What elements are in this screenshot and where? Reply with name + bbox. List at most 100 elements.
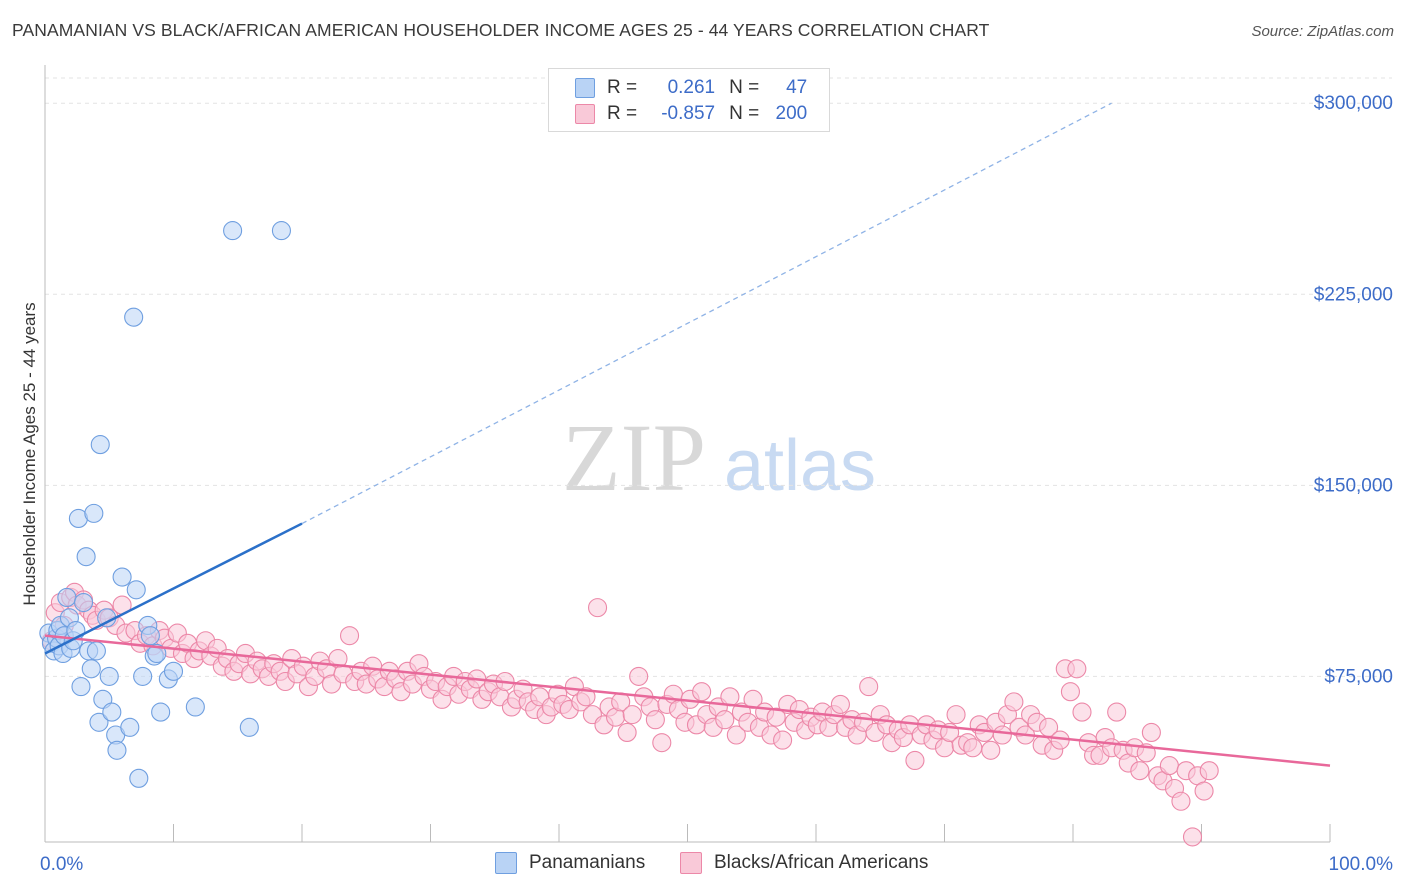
y-tick-label: $300,000 — [1314, 93, 1393, 114]
data-point-panamanians — [90, 435, 110, 455]
data-point-blacks-african-americans — [1072, 702, 1092, 722]
data-point-blacks-african-americans — [905, 750, 925, 771]
r-value: 0.261 — [667, 77, 716, 98]
stats-legend: R = 0.261 N = 47 R = -0.857 N = 200 — [548, 68, 830, 132]
pink-series — [41, 582, 1219, 847]
data-point-blacks-african-americans — [715, 710, 735, 730]
data-point-panamanians — [126, 580, 146, 600]
legend-label: Blacks/African Americans — [714, 852, 929, 873]
n-label: N = — [729, 103, 760, 124]
legend-item-black-african-americans: Blacks/African Americans — [680, 852, 928, 874]
data-point-panamanians — [74, 592, 94, 613]
legend-swatch-blue — [575, 78, 595, 98]
y-tick-label: $225,000 — [1314, 284, 1393, 305]
data-point-panamanians — [99, 666, 119, 686]
data-point-panamanians — [185, 697, 205, 717]
y-tick-label: $75,000 — [1324, 666, 1393, 687]
data-point-blacks-african-americans — [617, 722, 637, 743]
data-point-blacks-african-americans — [1171, 791, 1191, 811]
data-point-blacks-african-americans — [963, 738, 983, 758]
data-point-panamanians — [81, 659, 101, 679]
data-point-blacks-african-americans — [622, 705, 642, 725]
legend-swatch — [495, 852, 517, 874]
n-value: 47 — [786, 77, 808, 98]
watermark: ZIP atlas — [562, 404, 876, 511]
data-point-panamanians — [223, 221, 243, 241]
data-point-blacks-african-americans — [1130, 761, 1150, 781]
data-point-panamanians — [76, 547, 96, 567]
data-point-blacks-african-americans — [766, 707, 786, 727]
data-point-blacks-african-americans — [1199, 761, 1219, 781]
trend-line-blacks-african-americans — [44, 634, 1331, 767]
data-point-panamanians — [57, 587, 77, 607]
data-point-blacks-african-americans — [992, 725, 1012, 745]
legend-swatch-pink — [575, 104, 595, 124]
data-point-panamanians — [120, 717, 140, 737]
series-legend: Panamanians Blacks/African Americans — [0, 852, 1406, 878]
legend-row-blue: R = 0.261 N = 47 — [607, 76, 807, 100]
data-point-blacks-african-americans — [1067, 659, 1087, 679]
trend-line-panamanians — [44, 522, 303, 655]
data-point-panamanians — [112, 567, 132, 587]
r-value: -0.857 — [661, 103, 716, 124]
data-point-blacks-african-americans — [629, 666, 649, 686]
data-point-panamanians — [84, 503, 104, 523]
data-point-panamanians — [239, 717, 259, 737]
data-point-blacks-african-americans — [773, 730, 793, 750]
data-point-blacks-african-americans — [1107, 702, 1127, 722]
legend-item-panamanians: Panamanians — [495, 852, 645, 874]
trend-extension-panamanians — [301, 102, 1112, 525]
r-label: R = — [607, 103, 638, 124]
data-point-blacks-african-americans — [946, 705, 966, 725]
data-point-panamanians — [124, 307, 144, 327]
grid-lines — [45, 77, 1392, 677]
data-point-blacks-african-americans — [1004, 692, 1024, 712]
blue-series — [39, 221, 291, 788]
data-point-blacks-african-americans — [859, 677, 879, 697]
x-tick-label: 100.0% — [1329, 854, 1394, 875]
data-point-blacks-african-americans — [1141, 722, 1161, 743]
data-point-blacks-african-americans — [692, 682, 712, 702]
data-point-panamanians — [147, 643, 167, 664]
x-tick-label: 0.0% — [40, 854, 83, 875]
data-point-blacks-african-americans — [587, 598, 608, 618]
data-point-blacks-african-americans — [576, 687, 596, 707]
data-point-panamanians — [86, 641, 106, 661]
data-point-blacks-african-americans — [726, 725, 746, 745]
data-point-panamanians — [89, 712, 109, 732]
data-point-panamanians — [107, 740, 127, 760]
data-point-panamanians — [271, 221, 291, 241]
data-point-panamanians — [151, 702, 171, 722]
legend-swatch — [680, 852, 702, 874]
legend-label: Panamanians — [529, 852, 646, 873]
watermark-zip: ZIP — [562, 404, 706, 511]
data-point-panamanians — [163, 661, 184, 681]
n-value: 200 — [775, 103, 808, 124]
data-point-blacks-african-americans — [645, 710, 665, 730]
data-point-blacks-african-americans — [1159, 756, 1179, 776]
trend-lines — [44, 102, 1331, 767]
y-tick-label: $150,000 — [1314, 475, 1393, 496]
x-tick-labels: 0.0% 100.0% — [40, 854, 1393, 875]
data-point-blacks-african-americans — [1060, 682, 1080, 702]
data-point-blacks-african-americans — [1194, 781, 1214, 801]
y-tick-labels: $75,000 $150,000 $225,000 $300,000 — [1314, 93, 1393, 687]
data-point-blacks-african-americans — [981, 740, 1001, 760]
data-point-blacks-african-americans — [652, 733, 672, 753]
data-point-panamanians — [71, 677, 91, 697]
n-label: N = — [729, 77, 760, 98]
chart-title: PANAMANIAN VS BLACK/AFRICAN AMERICAN HOU… — [12, 20, 990, 40]
data-point-panamanians — [129, 768, 149, 788]
data-point-blacks-african-americans — [830, 694, 850, 714]
data-point-panamanians — [102, 702, 122, 722]
r-label: R = — [607, 77, 638, 98]
source-label: Source: ZipAtlas.com — [1251, 23, 1394, 40]
data-point-panamanians — [140, 626, 160, 646]
axes — [44, 65, 1331, 843]
data-point-blacks-african-americans — [1182, 827, 1203, 847]
legend-row-pink: R = -0.857 N = 200 — [607, 102, 807, 126]
data-point-panamanians — [133, 666, 153, 686]
data-point-blacks-african-americans — [339, 626, 360, 646]
watermark-atlas: atlas — [724, 426, 876, 506]
